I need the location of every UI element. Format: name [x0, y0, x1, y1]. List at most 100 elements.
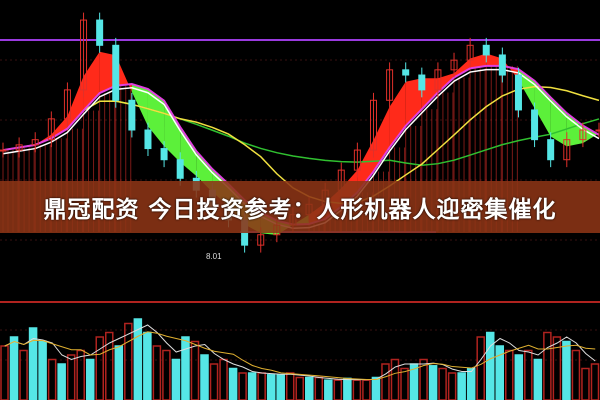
volume-bar [419, 358, 428, 400]
volume-bar [171, 358, 181, 400]
low-price-annotation: 8.01 [206, 252, 222, 261]
volume-bar [133, 318, 143, 400]
volume-bar [485, 331, 495, 400]
headline-title: 鼎冠配资 今日投资参考：人形机器人迎密集催化 [43, 197, 557, 223]
volume-bar [343, 377, 352, 400]
volume-bar [152, 345, 162, 400]
candle-body [579, 129, 587, 141]
candle-body [257, 234, 265, 246]
volume-bar [266, 374, 276, 400]
ma-ribbon-segment [99, 51, 116, 94]
volume-bar [295, 376, 305, 400]
candle-body [0, 149, 7, 152]
candle-body [466, 44, 474, 61]
volume-bar [324, 379, 333, 400]
volume-bar [0, 345, 9, 400]
candle-body [563, 139, 571, 161]
volume-bar [162, 349, 171, 400]
volume-bar [381, 363, 390, 400]
candle-body [144, 129, 152, 150]
ma-ribbon-segment [147, 89, 165, 147]
volume-ma-long [4, 331, 596, 380]
volume-bar [19, 349, 28, 400]
volume-bar [514, 354, 524, 400]
ma-very-long-line [2, 100, 600, 166]
volume-bar [105, 331, 114, 400]
volume-bar [466, 367, 476, 400]
candle-body [128, 99, 136, 131]
volume-bar [362, 379, 371, 400]
volume-ma-short [4, 324, 596, 381]
ma-ribbon-segment [67, 76, 84, 129]
ma-ribbon-segment [454, 58, 471, 78]
volume-bar [524, 349, 533, 400]
volume-bar [305, 376, 314, 400]
volume-bar [571, 349, 581, 400]
candle-body [595, 129, 600, 132]
volume-bar [590, 363, 600, 400]
volume-bar [533, 358, 543, 400]
ma-ribbon-segment [405, 78, 422, 126]
volume-bar [47, 358, 57, 400]
candle-body [450, 59, 458, 71]
candle-body [160, 148, 168, 161]
volume-bar [428, 365, 438, 400]
volume-bar [505, 349, 514, 400]
volume-bar [228, 367, 238, 400]
ma-ribbon-segment [35, 134, 52, 145]
candle-body [498, 54, 506, 76]
volume-bar [257, 372, 266, 400]
candle-body [112, 44, 120, 101]
volume-bar [314, 376, 324, 400]
candle-body [418, 74, 426, 91]
ma-ribbon-segment [180, 127, 197, 177]
candle-body [47, 118, 55, 141]
volume-bar [352, 379, 362, 400]
volume-bar [390, 358, 400, 400]
volume-bar [562, 340, 571, 400]
volume-bar [219, 358, 228, 400]
volume-bar [447, 372, 457, 400]
volume-bar [400, 367, 409, 400]
volume-bar [276, 374, 285, 400]
candle-body [96, 19, 104, 46]
candle-body [482, 44, 490, 56]
volume-bar [9, 336, 19, 400]
candle-body [176, 159, 184, 179]
candle-body [531, 109, 539, 141]
candle-body [15, 144, 23, 151]
ma-ribbon-segment [373, 106, 390, 172]
candle-body [402, 69, 410, 76]
title-banner: 鼎冠配资 今日投资参考：人形机器人迎密集催化 [0, 181, 600, 233]
candle-body [63, 89, 71, 120]
volume-bar [143, 331, 152, 400]
ma-ribbon-segment [131, 84, 148, 127]
volume-bar [66, 354, 76, 400]
volume-bar [181, 336, 190, 400]
volume-bar [247, 372, 257, 400]
candle-body [31, 139, 39, 146]
volume-bar [57, 363, 66, 400]
volume-bar [581, 367, 590, 400]
candle-body [80, 19, 88, 91]
volume-bar [95, 336, 105, 400]
candle-body [386, 69, 394, 101]
candle-body [369, 99, 377, 151]
volume-bar [209, 363, 219, 400]
volume-bar [85, 358, 95, 400]
volume-bar [543, 331, 552, 400]
volume-bar [438, 367, 447, 400]
volume-bar [495, 345, 505, 400]
ma-ribbon-segment [421, 78, 438, 110]
candle-body [353, 149, 361, 171]
candle-body [514, 74, 522, 111]
volume-bar [285, 372, 295, 400]
ma-ribbon-segment [470, 53, 487, 69]
volume-bar [114, 345, 124, 400]
volume-bar [28, 327, 38, 400]
candle-body [547, 139, 555, 161]
ma-ribbon-segment [115, 55, 132, 92]
volume-bar [38, 340, 47, 400]
ma-ribbon-segment [51, 116, 68, 139]
